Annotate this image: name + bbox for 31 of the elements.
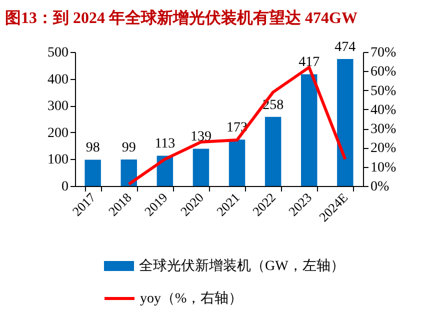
legend-label: 全球光伏新增装机（GW，左轴） [139,258,344,274]
bar [264,116,282,186]
y-tick-label: 300 [48,99,68,114]
data-label: 99 [122,140,136,156]
y2-tick-label: 40% [370,102,396,118]
bar [337,58,354,186]
bar [228,140,246,186]
y2-tick-label: 70% [370,46,396,60]
bar [301,74,318,186]
bar [120,159,137,186]
data-label: 258 [262,98,284,113]
bar [192,148,210,186]
data-label: 139 [190,130,212,145]
y-tick-label: 400 [48,72,68,88]
data-label: 474 [334,40,356,55]
data-label: 98 [86,140,100,156]
y-tick-label: 200 [48,126,68,141]
y-tick-label: 0 [62,180,68,194]
y2-tick-label: 60% [370,64,396,80]
bar [84,160,101,186]
data-label: 417 [298,55,320,70]
y-tick-label: 100 [48,152,68,168]
chart-title: 图13：到 2024 年全球新增光伏装机有望达 474GW [5,8,358,27]
y2-tick-label: 20% [370,141,396,156]
y2-tick-label: 0% [370,180,390,194]
data-label: 113 [154,136,176,152]
legend-label: yoy（%，右轴） [140,290,243,306]
y2-tick-label: 30% [370,122,396,138]
y2-tick-label: 10% [370,160,396,176]
y2-tick-label: 50% [370,84,396,99]
y-tick-label: 500 [48,46,68,60]
